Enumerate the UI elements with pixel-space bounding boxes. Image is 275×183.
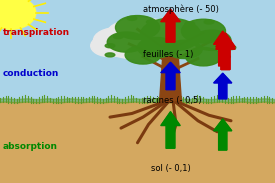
Bar [0, 0, 275, 102]
Ellipse shape [107, 18, 179, 48]
Ellipse shape [185, 22, 194, 26]
Ellipse shape [140, 27, 190, 53]
Ellipse shape [104, 36, 182, 59]
Ellipse shape [146, 20, 156, 24]
Polygon shape [160, 44, 182, 102]
Polygon shape [214, 31, 232, 66]
Text: conduction: conduction [3, 69, 59, 78]
Polygon shape [216, 33, 235, 70]
Ellipse shape [125, 46, 161, 64]
Text: atmosphère (- 50): atmosphère (- 50) [143, 4, 219, 14]
Ellipse shape [105, 44, 115, 48]
Ellipse shape [166, 16, 175, 20]
Text: absorption: absorption [3, 142, 58, 151]
Polygon shape [216, 37, 235, 70]
Ellipse shape [116, 16, 160, 39]
Ellipse shape [204, 20, 214, 24]
Ellipse shape [127, 16, 137, 20]
Ellipse shape [107, 32, 146, 52]
Ellipse shape [166, 40, 202, 59]
Text: transpiration: transpiration [3, 28, 70, 38]
Ellipse shape [221, 55, 230, 59]
Text: racines (- 0,5): racines (- 0,5) [143, 96, 202, 105]
Text: sol (- 0,1): sol (- 0,1) [151, 164, 191, 173]
Ellipse shape [113, 35, 123, 39]
Polygon shape [161, 62, 180, 90]
Text: feuilles (- 1): feuilles (- 1) [143, 50, 193, 59]
Bar [0, 102, 275, 183]
Ellipse shape [140, 18, 201, 51]
Ellipse shape [91, 35, 129, 57]
Ellipse shape [226, 46, 236, 50]
Ellipse shape [182, 19, 225, 43]
Ellipse shape [218, 36, 228, 40]
Ellipse shape [138, 38, 176, 58]
Ellipse shape [186, 48, 221, 66]
Polygon shape [161, 112, 180, 148]
Ellipse shape [192, 30, 231, 50]
Circle shape [0, 0, 36, 29]
Ellipse shape [94, 27, 143, 53]
Polygon shape [214, 73, 232, 99]
Polygon shape [161, 9, 180, 42]
Ellipse shape [105, 53, 115, 57]
Polygon shape [214, 119, 232, 150]
Ellipse shape [157, 35, 195, 57]
